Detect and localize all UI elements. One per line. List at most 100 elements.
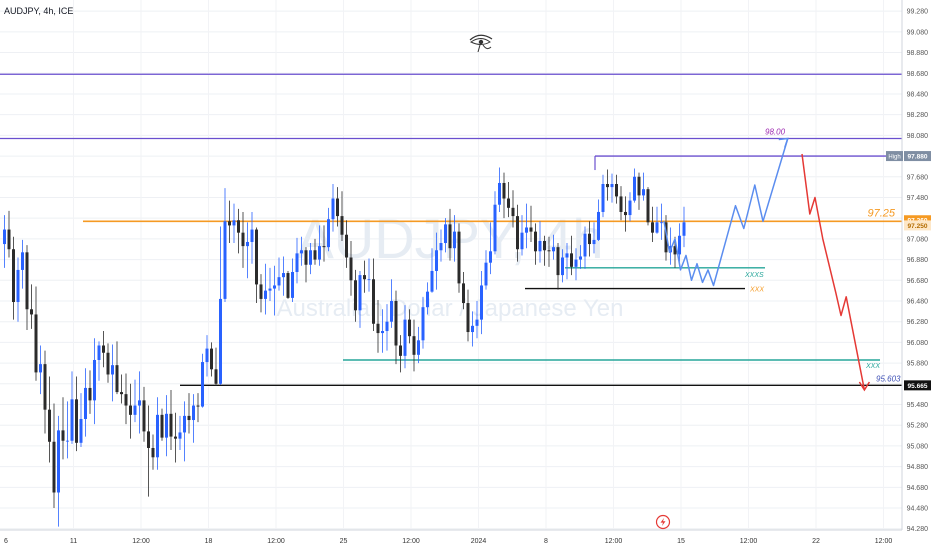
time-axis[interactable]: 6 11 12:00 18 12:00 25 12:00 2024 8 12:00 15 12:00 2… [0,529,932,545]
price-tag-label: High [888,155,900,161]
candle-body [264,290,267,299]
price-tag-value: 95.665 [908,383,928,390]
candle [439,229,443,262]
candle-body [129,405,132,415]
candle [345,220,348,268]
horizontal-levels[interactable] [0,73,902,387]
candle-body [354,280,357,311]
candle-body [237,220,240,233]
price-tag-bg [904,215,931,226]
candle-body [381,331,384,334]
y-tick-label: 98.680 [907,71,929,78]
candle-body [430,270,434,292]
candle-body [115,365,119,393]
y-tick-label: 98.080 [907,133,929,140]
candle-body [156,414,159,458]
y-tick-label: 98.480 [907,91,929,98]
candle [592,222,596,254]
bolt-icon[interactable] [655,514,671,530]
candle [552,234,555,260]
candle-body [232,220,236,226]
candle-body [214,369,218,384]
projection-paths[interactable] [663,137,871,392]
candle-body [142,400,146,432]
candle-body [628,200,632,216]
candle-body [624,211,627,216]
candle [147,405,150,497]
candle [66,401,69,459]
candle [471,311,474,347]
candle [651,206,654,242]
candle-body [219,298,222,384]
candle-body [651,222,654,233]
candle [354,269,357,322]
candle-body [543,240,546,251]
candle-body [322,246,326,248]
x-tick-label: 12:00 [875,538,893,545]
candle-body [538,240,542,252]
y-tick-label: 97.680 [907,174,929,181]
candle [79,393,83,447]
candle-body [655,222,659,233]
candle [453,215,456,262]
candle [84,368,87,437]
x-tick-label: 15 [677,538,685,545]
candle [525,203,528,249]
candle [286,270,290,299]
price-tag: High 97.880 [886,151,931,162]
candle-body [520,232,524,250]
candle-body [439,243,443,251]
price-tag-bg [904,151,931,162]
candle [484,250,488,290]
candle-body [615,184,618,197]
price-axis[interactable]: 94.280 94.480 94.680 94.880 95.080 95.280 95.4… [886,0,932,550]
candle [102,331,105,368]
candle-body [489,251,492,263]
candle [174,412,177,463]
candle-body [408,319,411,337]
candle-body [484,262,488,286]
candle-body [61,430,65,441]
y-tick-label: 94.880 [907,464,929,471]
candle-body [480,285,483,320]
candle [106,343,110,383]
candle [588,221,591,257]
candle [403,305,407,369]
y-tick-label: 94.680 [907,485,929,492]
candle-body [210,348,213,370]
candle [367,258,371,292]
candle-body [12,249,15,303]
candle-body [417,340,420,355]
candle-body [327,219,330,248]
y-tick-label: 95.080 [907,443,929,450]
projection-down-path[interactable] [801,153,866,391]
candle-body [444,224,447,244]
candle-body [66,440,69,442]
candle [628,192,632,222]
symbol-header[interactable]: AUDJPY, 4h, ICE [4,6,73,16]
candle [678,223,681,262]
target-low-label: 95.603 [876,374,901,383]
candle-body [187,415,191,421]
candle-body [561,257,564,276]
candle [75,376,78,452]
candle [462,272,465,310]
candle-body [183,415,186,433]
candle [322,225,326,262]
candle [475,300,479,339]
projection-up-path[interactable] [663,138,789,287]
candle-body [16,269,20,303]
candle [381,309,384,353]
candle [448,208,452,261]
candle-body [525,227,528,233]
candle [259,274,263,313]
price-tag: 97.250 [904,220,931,231]
candle-body [43,364,47,410]
candle-body [97,345,101,360]
candle-body [70,399,74,441]
candle [201,353,204,408]
gridlines [0,0,902,530]
